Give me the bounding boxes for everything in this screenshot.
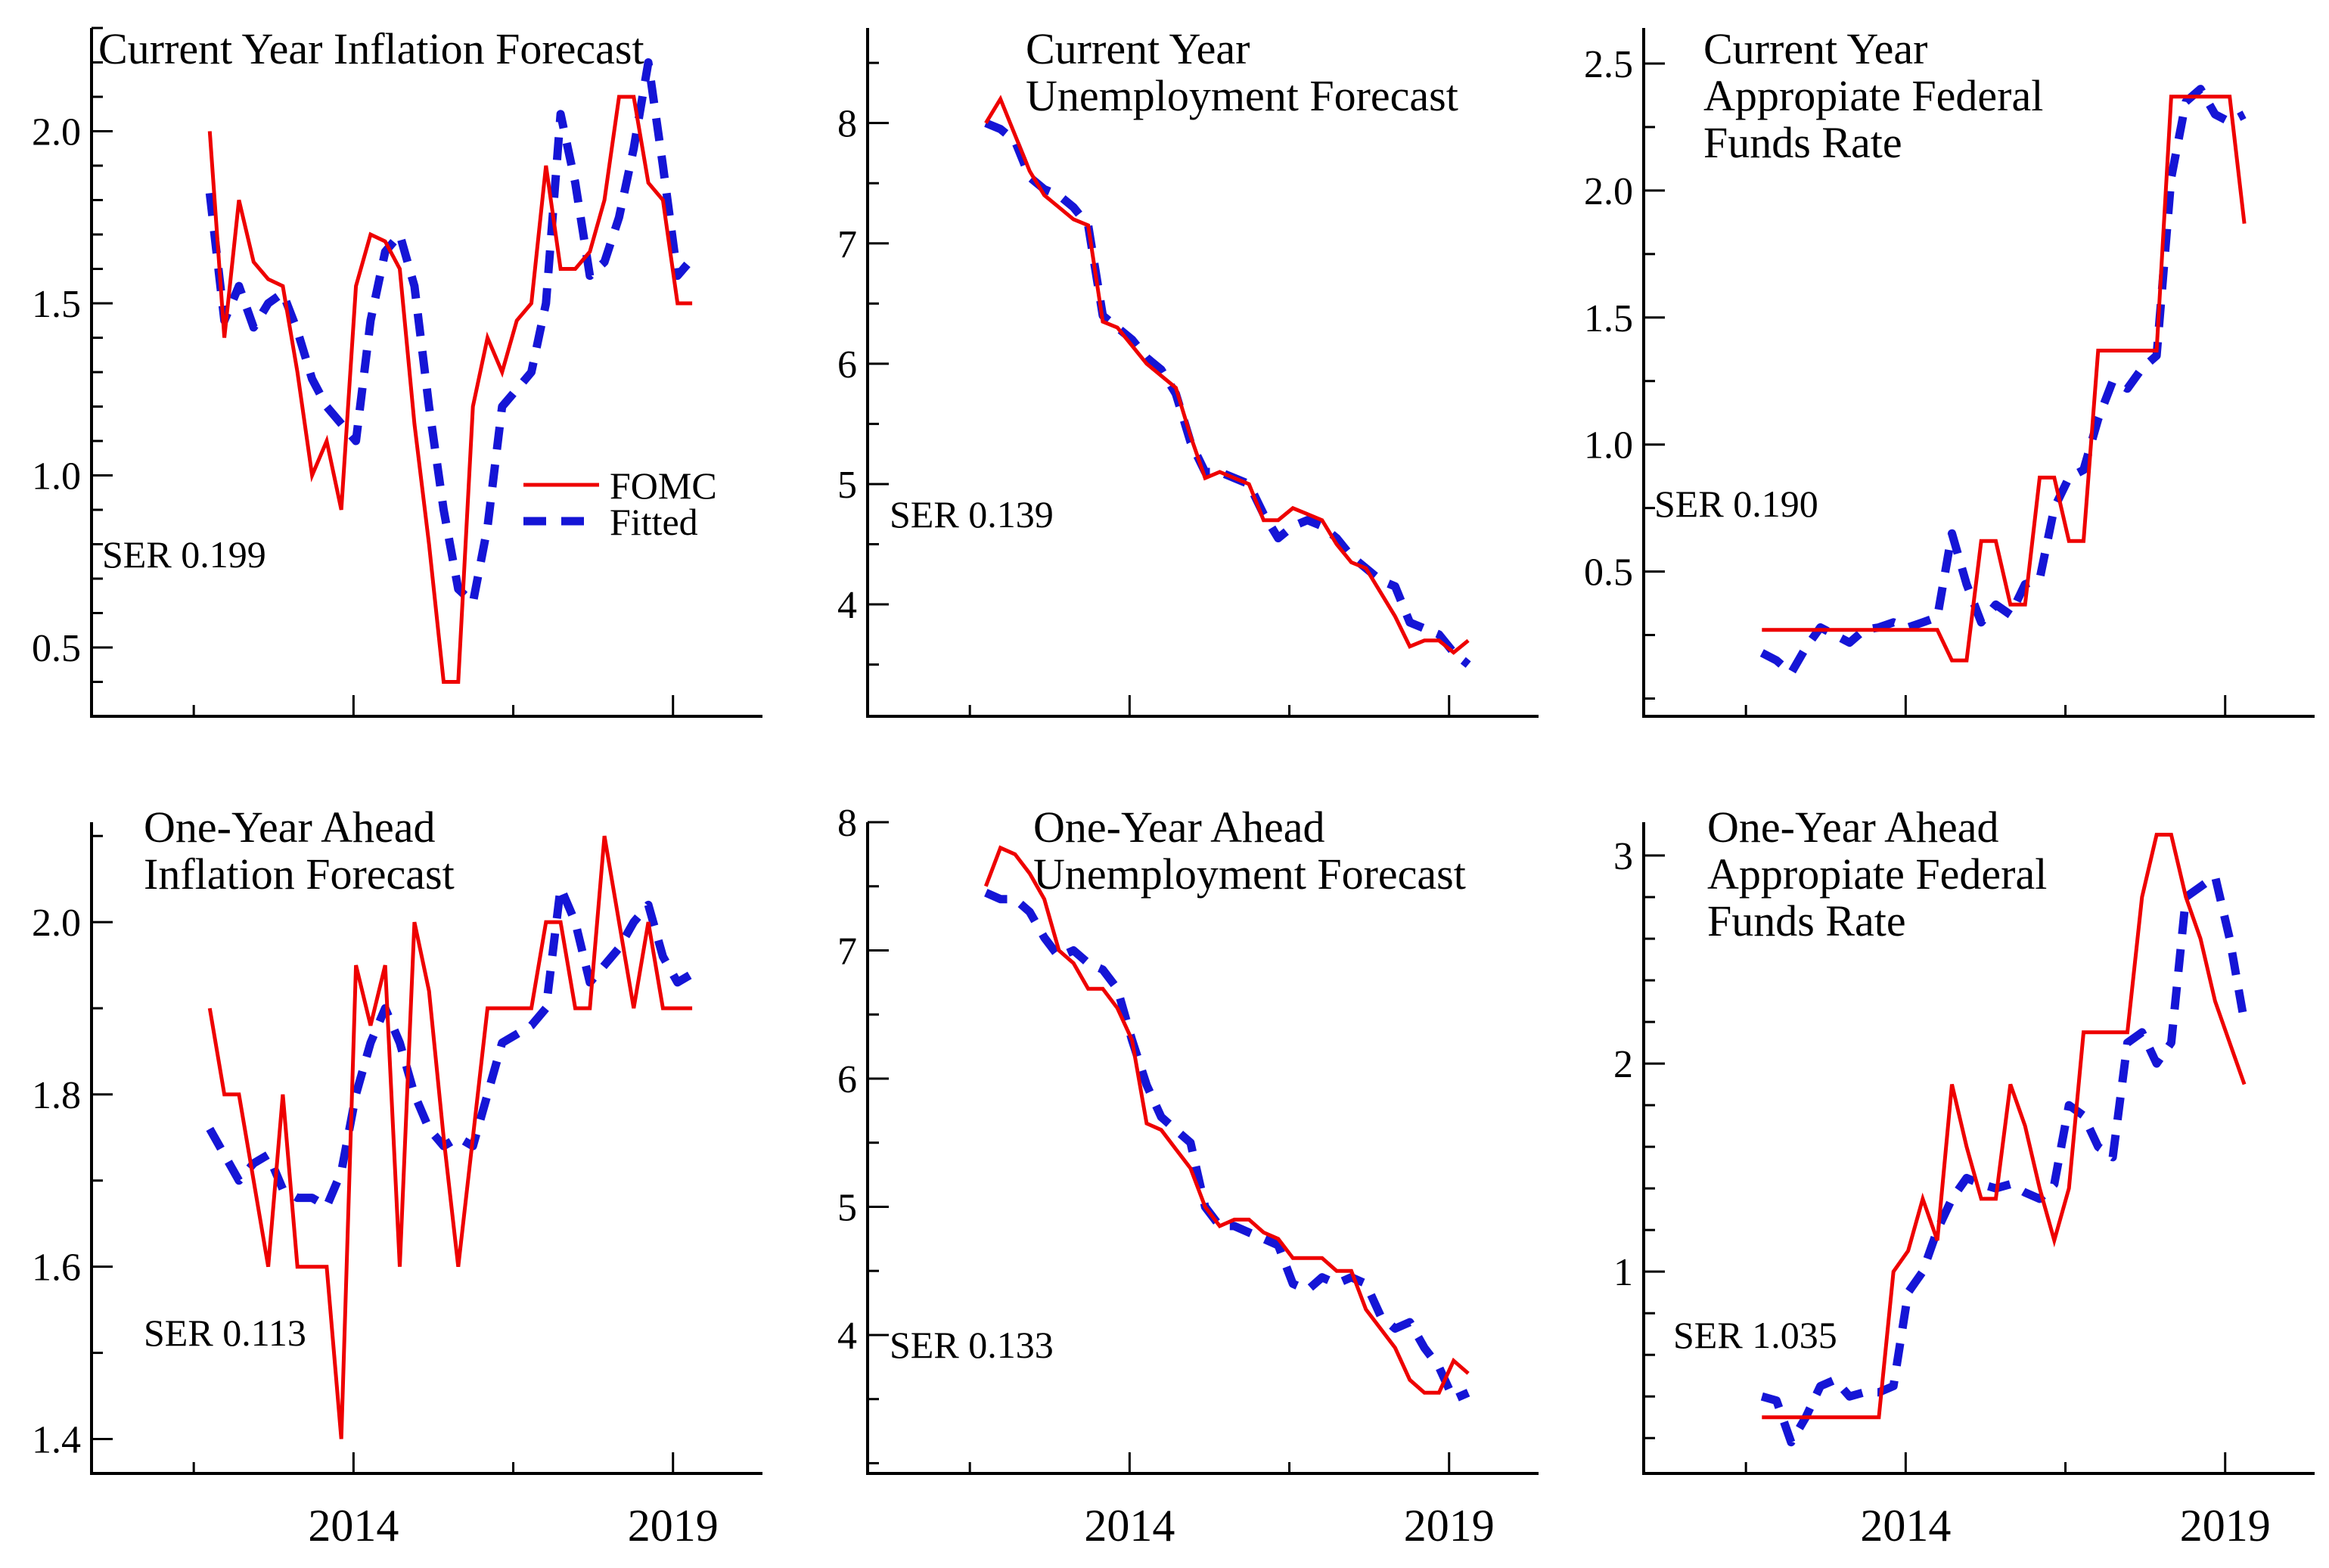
y-tick-label: 3 (1613, 835, 1633, 878)
y-tick-label: 8 (837, 103, 857, 146)
y-tick-label: 0.5 (1584, 551, 1633, 595)
y-tick-label: 7 (837, 930, 857, 973)
legend-fomc-label: FOMC (610, 464, 717, 507)
y-tick-label: 1.6 (32, 1247, 81, 1290)
y-tick-label: 2.5 (1584, 43, 1633, 86)
fomc-line (984, 95, 1470, 655)
y-tick-label: 7 (837, 223, 857, 266)
y-tick-label: 1.4 (32, 1418, 81, 1461)
panel-one-year-ahead-unemployment: 4 5 6 7 8 2014 2019 One-Year Ahead Unemployment … (776, 784, 1552, 1568)
ser-label: SER 0.199 (102, 533, 266, 576)
panel-title: Unemployment Forecast (1033, 849, 1466, 899)
legend-fitted-label: Fitted (610, 501, 698, 543)
y-tick-label: 1 (1613, 1251, 1633, 1294)
y-tick-label: 5 (837, 1186, 857, 1229)
panel-title: Unemployment Forecast (1026, 71, 1458, 120)
y-tick-label: 1.5 (32, 283, 81, 326)
fomc-line (207, 95, 693, 684)
panel-current-year-unemployment: 4 5 6 7 8 Current Year Unemployment Forecast SE… (776, 0, 1552, 784)
fitted-line (1760, 872, 2249, 1447)
x-tick-label: 2019 (1404, 1501, 1495, 1551)
panel-title: Current Year (1703, 24, 1927, 73)
fitted-line (1759, 85, 2247, 678)
x-tick-label: 2014 (308, 1501, 399, 1551)
fomc-line (1762, 833, 2247, 1420)
fomc-line (207, 835, 693, 1439)
current-year-inflation-chart: 0.5 1.0 1.5 2.0 Current Year Inflation Forec… (32, 24, 762, 718)
y-tick-label: 4 (837, 1315, 857, 1358)
y-tick-label: 5 (837, 464, 857, 507)
one-year-ahead-inflation-chart: 1.4 1.6 1.8 2.0 2014 2019 One-Year AheadInflat… (32, 803, 762, 1551)
panel-title: One-Year Ahead (144, 803, 436, 852)
panel-title: Appropiate Federal (1703, 71, 2043, 120)
fitted-line (984, 889, 1470, 1404)
panel-current-year-federal-funds-rate: 0.5 1.0 1.5 2.0 2.5 Current Year Appropiate Fe… (1552, 0, 2329, 784)
panel-title: One-Year Ahead (1707, 803, 1999, 852)
y-tick-label: 1.0 (1584, 424, 1633, 467)
panel-title: Appropiate Federal (1707, 849, 2047, 899)
panel-title: Funds Rate (1703, 118, 1902, 167)
y-tick-label: 2 (1613, 1043, 1633, 1086)
y-tick-label: 2.0 (32, 902, 81, 945)
x-tick-label: 2014 (1084, 1501, 1175, 1551)
y-tick-label: 2.0 (1584, 170, 1633, 213)
panel-one-year-ahead-federal-funds-rate: 1 2 3 2014 2019 One-Year Ahead Appropiate Fede… (1552, 784, 2329, 1568)
y-tick-label: 6 (837, 1058, 857, 1101)
y-tick-label: 1.8 (32, 1074, 81, 1117)
y-tick-label: 8 (837, 802, 857, 845)
panel-title: Funds Rate (1707, 896, 1906, 945)
ser-label: SER 0.113 (144, 1312, 306, 1354)
y-tick-label: 6 (837, 343, 857, 387)
ser-label: SER 0.133 (890, 1324, 1054, 1366)
fitted-line (205, 58, 696, 607)
one-year-ahead-unemployment-chart: 4 5 6 7 8 2014 2019 One-Year AheadUnemployment … (837, 802, 1539, 1551)
x-tick-label: 2019 (628, 1501, 719, 1551)
ser-label: SER 0.139 (890, 493, 1054, 536)
panel-title: Current Year Inflation Forecast (98, 24, 644, 73)
panel-one-year-ahead-inflation: 1.4 1.6 1.8 2.0 2014 2019 One-Year Ahead Inflat… (0, 784, 776, 1568)
panel-title: Current Year (1026, 24, 1250, 73)
panel-title: Inflation Forecast (144, 849, 455, 899)
y-tick-label: 4 (837, 584, 857, 627)
x-tick-label: 2019 (2180, 1501, 2271, 1551)
fomc-line (1762, 95, 2247, 663)
fitted-line (206, 883, 694, 1211)
ser-label: SER 1.035 (1673, 1314, 1837, 1356)
y-tick-label: 0.5 (32, 627, 81, 670)
x-tick-label: 2014 (1860, 1501, 1951, 1551)
y-tick-label: 1.0 (32, 455, 81, 498)
panel-title: One-Year Ahead (1033, 803, 1325, 852)
fomc-line (983, 845, 1470, 1395)
ser-label: SER 0.190 (1654, 483, 1818, 525)
y-tick-label: 1.5 (1584, 297, 1633, 340)
y-tick-label: 2.0 (32, 111, 81, 154)
panel-current-year-inflation: 0.5 1.0 1.5 2.0 Current Year Inflation Forec… (0, 0, 776, 784)
